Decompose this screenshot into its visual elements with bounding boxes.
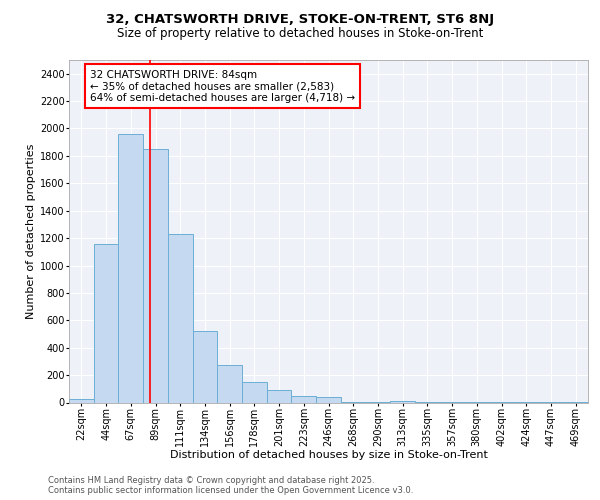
Bar [143,149,168,403]
Bar [118,134,143,402]
Bar [316,397,341,402]
Bar [267,390,292,402]
X-axis label: Distribution of detached houses by size in Stoke-on-Trent: Distribution of detached houses by size … [170,450,487,460]
Bar [193,332,217,402]
Bar [69,399,94,402]
Bar [94,244,118,402]
Y-axis label: Number of detached properties: Number of detached properties [26,144,36,319]
Bar [168,234,193,402]
Text: 32 CHATSWORTH DRIVE: 84sqm
← 35% of detached houses are smaller (2,583)
64% of s: 32 CHATSWORTH DRIVE: 84sqm ← 35% of deta… [90,70,355,103]
Bar [217,365,242,403]
Text: Size of property relative to detached houses in Stoke-on-Trent: Size of property relative to detached ho… [117,28,483,40]
Bar [242,382,267,402]
Bar [292,396,316,402]
Text: 32, CHATSWORTH DRIVE, STOKE-ON-TRENT, ST6 8NJ: 32, CHATSWORTH DRIVE, STOKE-ON-TRENT, ST… [106,12,494,26]
Bar [390,401,415,402]
Text: Contains HM Land Registry data © Crown copyright and database right 2025.
Contai: Contains HM Land Registry data © Crown c… [48,476,413,495]
